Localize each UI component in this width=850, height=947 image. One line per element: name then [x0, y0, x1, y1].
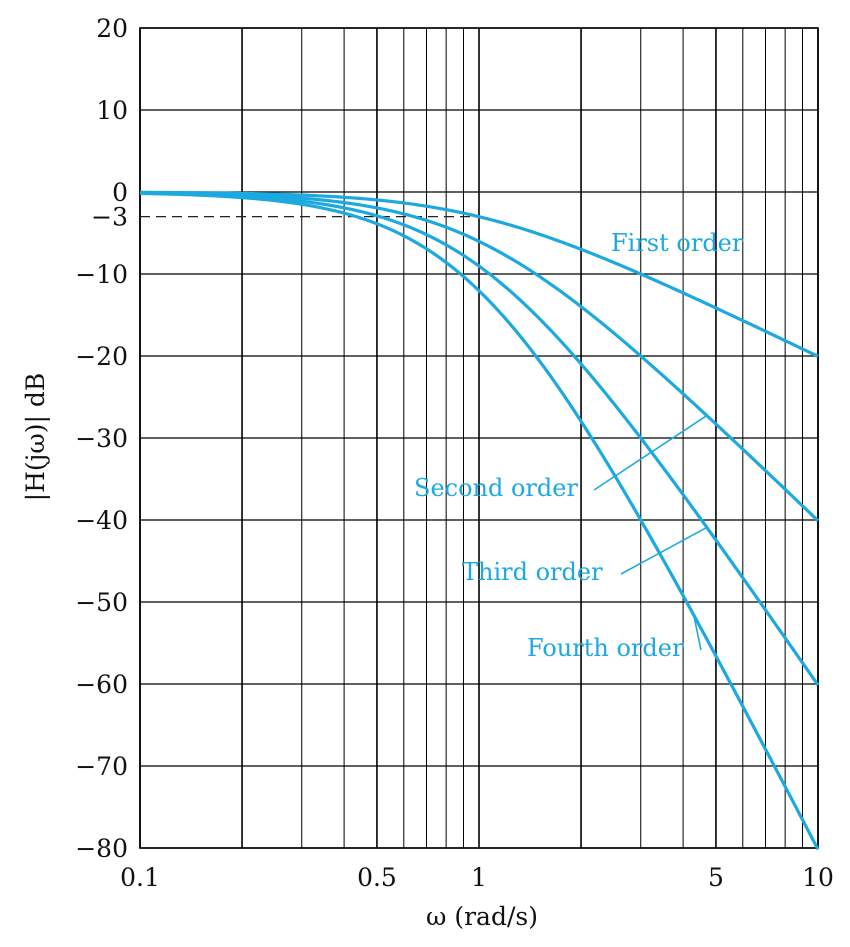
x-tick-label: 0.1 [120, 863, 160, 892]
leader-line [692, 614, 702, 651]
grid [139, 27, 819, 849]
y-tick-label: −20 [75, 342, 128, 371]
plot-frame [139, 27, 819, 849]
y-tick-label: −50 [75, 588, 128, 617]
x-tick-label: 5 [708, 863, 724, 892]
y-tick-label: −10 [75, 260, 128, 289]
x-tick-label: 10 [802, 863, 834, 892]
y-tick-label: −80 [75, 834, 128, 863]
series-line-order-3 [139, 191, 820, 686]
y-tick-label: −30 [75, 424, 128, 453]
y-tick-labels: 20 10 0−3 −10 −20 −30 −40 −50 −60 −70 −80 [75, 14, 128, 863]
leader-line [593, 414, 708, 491]
x-tick-label: 0.5 [357, 863, 397, 892]
y-tick-label: 10 [96, 96, 128, 125]
x-axis-label: ω (rad/s) [426, 902, 538, 931]
y-tick-label: −70 [75, 752, 128, 781]
x-tick-label: 1 [471, 863, 487, 892]
series-line-order-1 [139, 190, 819, 358]
label-fourth-order: Fourth order [527, 634, 684, 662]
y-axis-label: |H(jω)| dB [21, 373, 51, 502]
y-tick-label: 0 [112, 178, 128, 207]
leader-line [620, 526, 708, 575]
curves [139, 190, 820, 851]
series-line-order-4 [139, 191, 820, 851]
y-tick-label: −60 [75, 670, 128, 699]
y-tick-label: −3 [91, 203, 128, 232]
label-first-order: First order [611, 229, 744, 257]
series-line-order-2 [139, 191, 820, 522]
label-second-order: Second order [414, 474, 578, 502]
y-tick-label: −40 [75, 506, 128, 535]
label-third-order: Third order [462, 558, 603, 586]
x-tick-labels: 0.1 0.5 1 5 10 [120, 863, 834, 892]
y-tick-label: 20 [96, 14, 128, 43]
label-leaders [593, 414, 708, 651]
